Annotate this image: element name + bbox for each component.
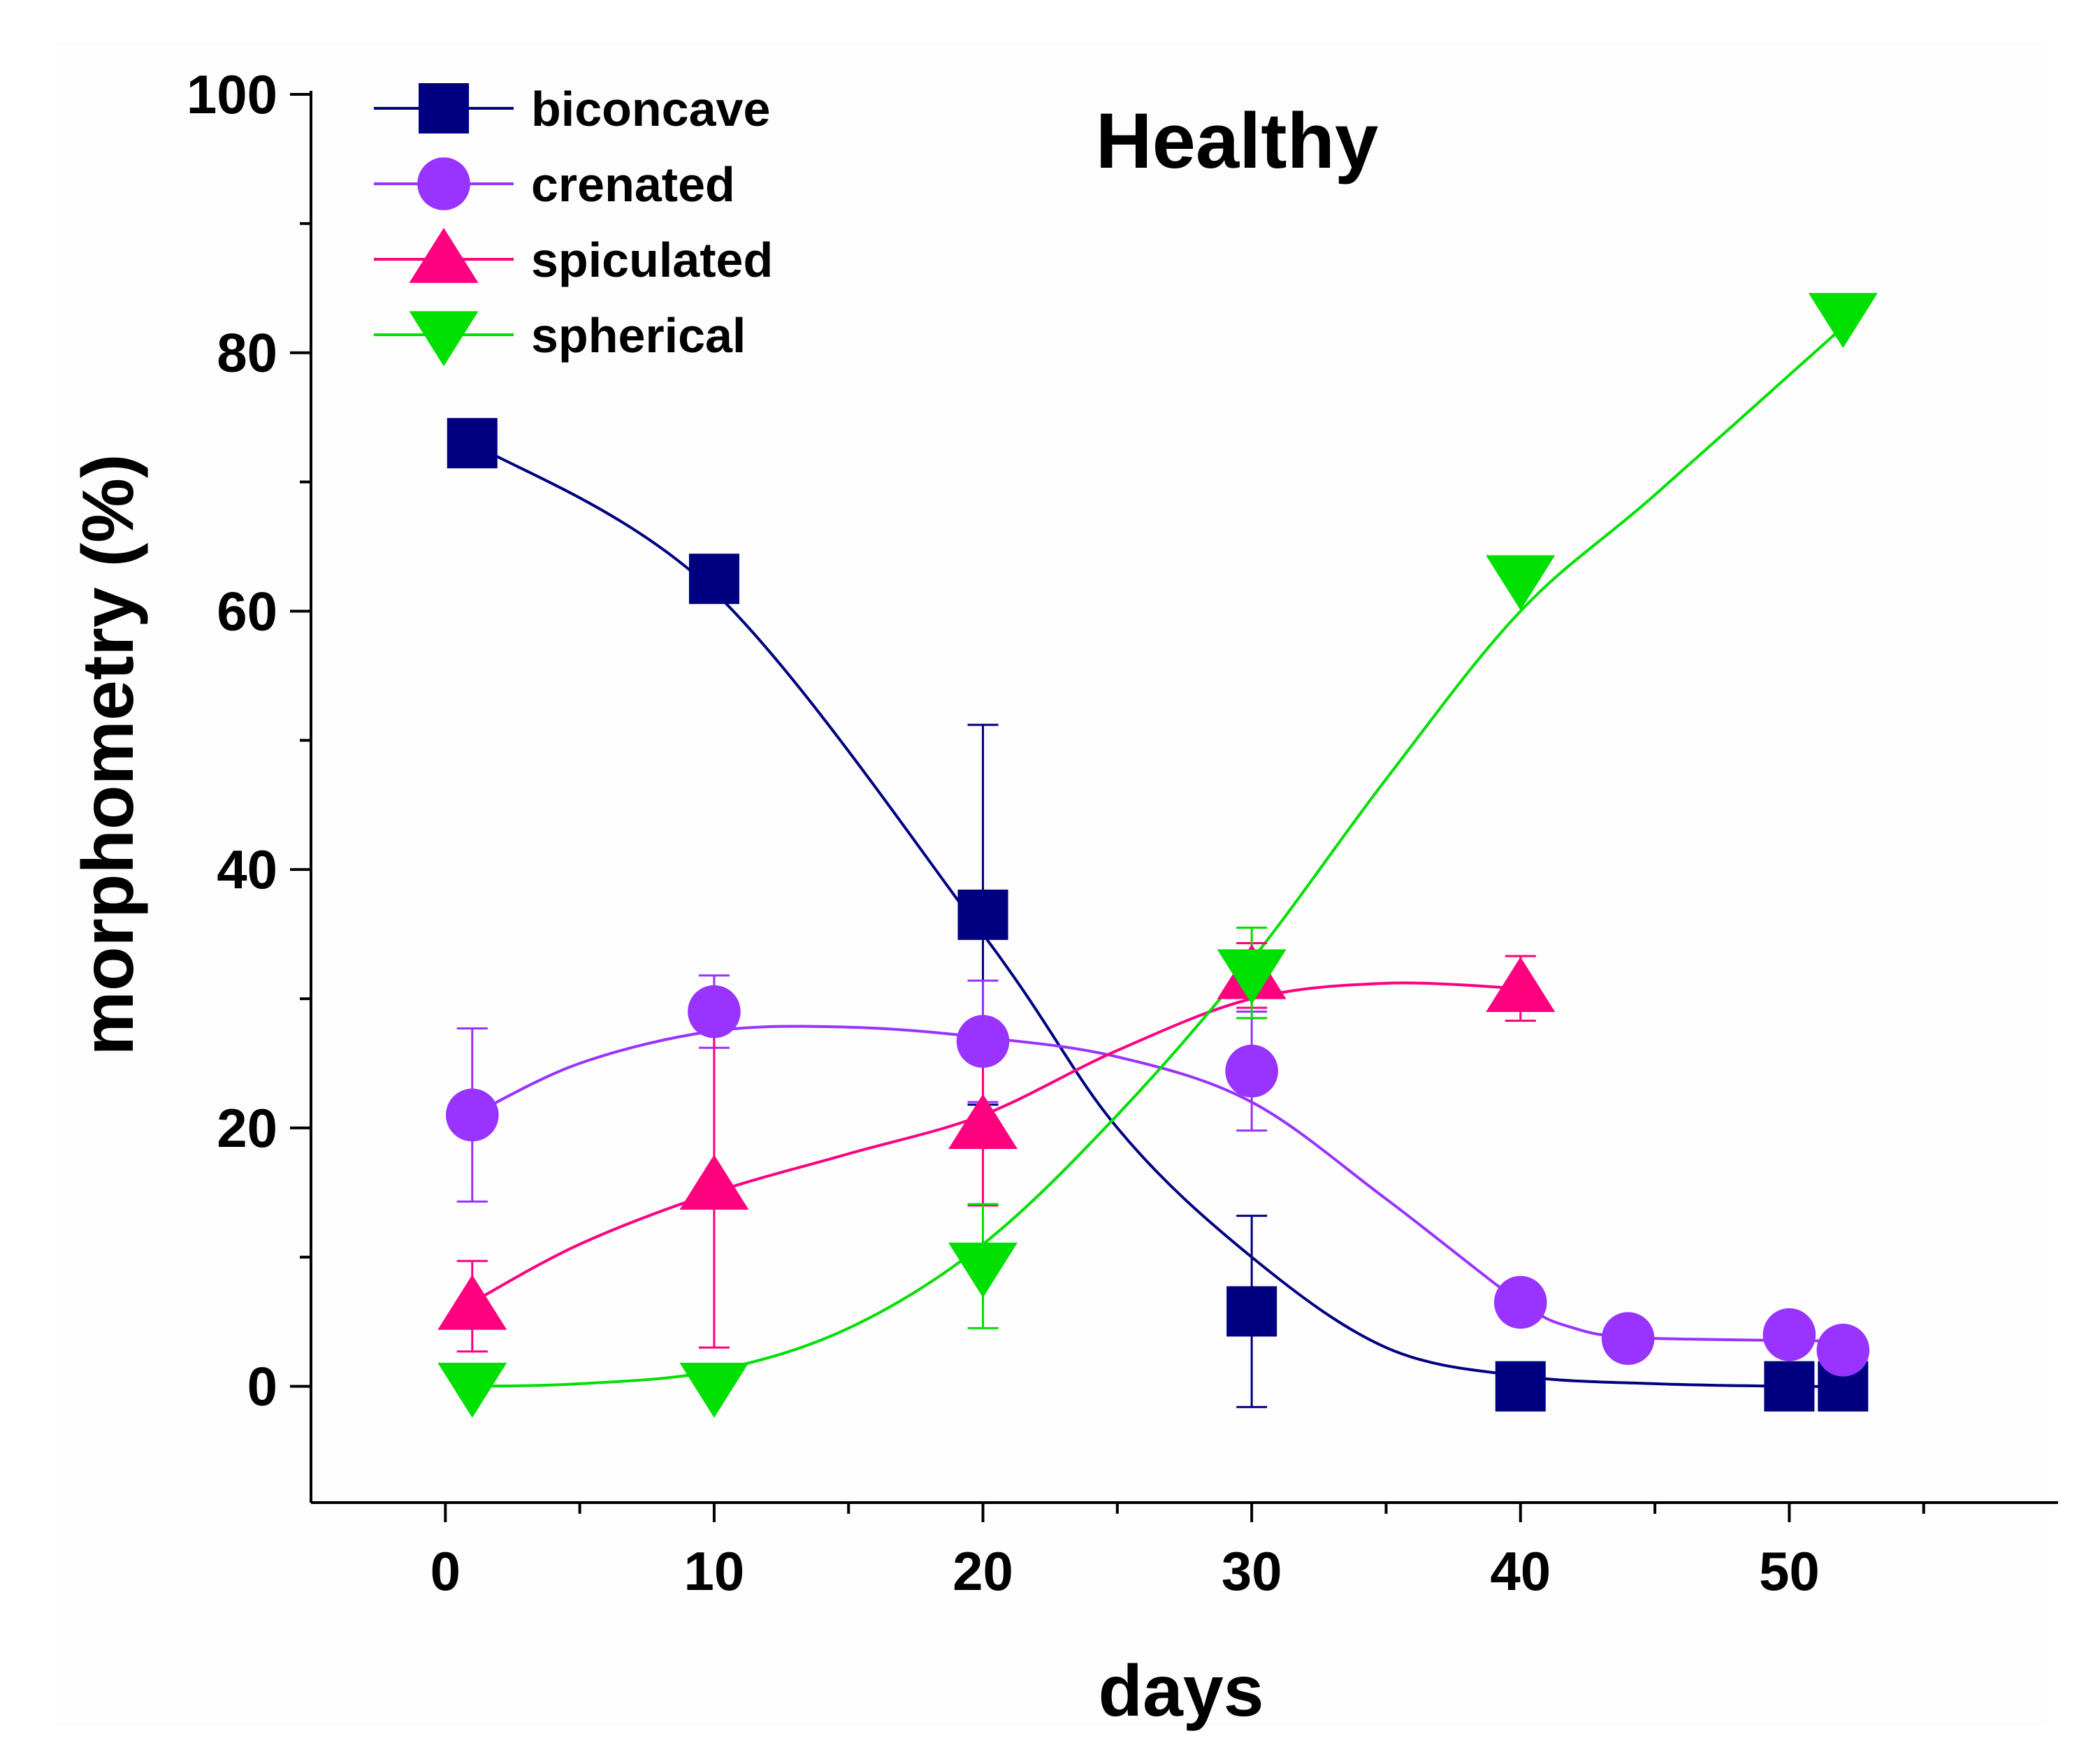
legend-marker-spiculated (409, 228, 479, 283)
x-tick-label: 20 (953, 1540, 1013, 1602)
spherical-point (1486, 555, 1556, 611)
x-tick-label: 30 (1222, 1540, 1282, 1602)
biconcave-point (1764, 1361, 1815, 1412)
crenated-point (1493, 1275, 1547, 1329)
biconcave-point (447, 418, 498, 469)
spherical-point (1217, 949, 1287, 1005)
crenated-point (956, 1015, 1010, 1068)
y-tick-label: 100 (187, 64, 277, 125)
spiculated-point (948, 1094, 1018, 1149)
y-tick-label: 40 (217, 839, 277, 900)
biconcave-point (688, 554, 739, 605)
x-tick-label: 40 (1490, 1540, 1551, 1602)
crenated-point (1762, 1308, 1816, 1361)
x-tick-label: 0 (430, 1540, 461, 1602)
legend-label-biconcave: biconcave (531, 82, 770, 136)
crenated-point (1601, 1312, 1655, 1366)
y-tick-label: 80 (217, 322, 277, 384)
y-axis-title: morphometry (%) (68, 454, 149, 1056)
legend-label-spiculated: spiculated (531, 233, 773, 287)
x-tick-label: 50 (1759, 1540, 1820, 1602)
spiculated-point (437, 1275, 507, 1330)
biconcave-point (1495, 1361, 1546, 1412)
biconcave-fit-line (471, 442, 1844, 1388)
x-tick-label: 10 (684, 1540, 745, 1602)
biconcave-point (1226, 1286, 1277, 1337)
axes: 0 20 40 60 80 100 0 10 20 30 40 50 (187, 64, 2058, 1602)
legend-label-spherical: spherical (531, 308, 746, 363)
legend: biconcave crenated spiculated spherical (374, 82, 773, 366)
y-tick-label: 60 (217, 580, 277, 642)
crenated-point (688, 985, 741, 1039)
legend-label-crenated: crenated (531, 157, 735, 212)
crenated-point (445, 1088, 499, 1142)
y-tick-label: 0 (247, 1356, 277, 1417)
spherical-point (948, 1242, 1018, 1298)
spiculated-point (679, 1155, 749, 1210)
spherical-point (437, 1362, 507, 1418)
spherical-point (1808, 293, 1878, 348)
x-axis-title: days (1098, 1651, 1263, 1732)
crenated-point (1225, 1044, 1278, 1098)
data-markers (437, 293, 1878, 1418)
crenated-point (1816, 1324, 1870, 1377)
chart-title: Healthy (1096, 97, 1379, 185)
legend-marker-crenated (417, 157, 470, 210)
legend-marker-biconcave (419, 83, 469, 133)
legend-marker-spherical (409, 311, 479, 366)
spiculated-point (1486, 957, 1556, 1012)
spherical-point (679, 1362, 749, 1418)
y-tick-label: 20 (217, 1097, 277, 1159)
biconcave-point (957, 889, 1008, 940)
plot-background (56, 42, 2048, 1726)
